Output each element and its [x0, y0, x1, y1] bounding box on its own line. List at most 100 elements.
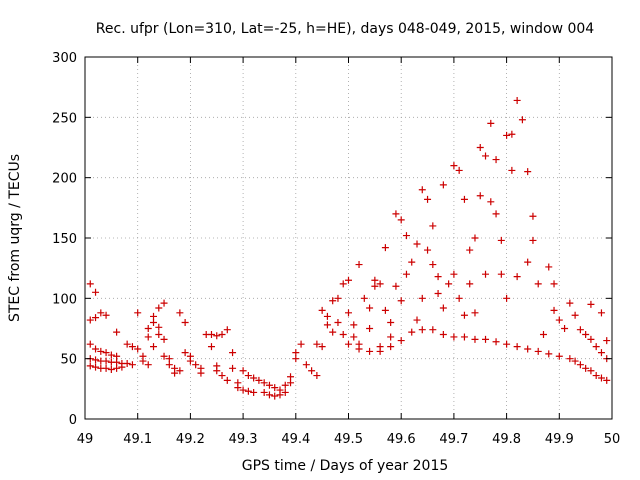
y-axis-label: STEC from uqrg / TECUs — [7, 154, 23, 322]
data-point-plus — [186, 357, 194, 365]
data-point-plus — [160, 299, 168, 307]
data-point-plus — [587, 367, 595, 375]
data-point-plus — [450, 333, 458, 341]
x-tick-label: 49.4 — [281, 432, 310, 447]
data-point-plus — [397, 337, 405, 345]
data-point-plus — [218, 331, 226, 339]
data-point-plus — [113, 352, 121, 360]
data-point-plus — [460, 195, 468, 203]
data-point-plus — [350, 321, 358, 329]
data-point-plus — [576, 361, 584, 369]
data-point-plus — [113, 364, 121, 372]
data-point-plus — [387, 333, 395, 341]
data-point-plus — [144, 361, 152, 369]
data-point-plus — [387, 343, 395, 351]
y-tick-label: 200 — [52, 172, 77, 187]
data-point-plus — [466, 246, 474, 254]
data-point-plus — [571, 311, 579, 319]
data-point-plus — [155, 331, 163, 339]
data-point-plus — [339, 331, 347, 339]
data-point-plus — [455, 166, 463, 174]
data-point-plus — [487, 119, 495, 127]
y-tick-label: 0 — [69, 413, 77, 428]
data-point-plus — [297, 340, 305, 348]
data-point-plus — [318, 306, 326, 314]
data-point-plus — [244, 387, 252, 395]
data-point-plus — [497, 270, 505, 278]
data-point-plus — [582, 364, 590, 372]
data-point-plus — [265, 381, 273, 389]
data-point-plus — [366, 304, 374, 312]
data-point-plus — [508, 130, 516, 138]
data-point-plus — [376, 280, 384, 288]
data-point-plus — [144, 333, 152, 341]
data-point-plus — [97, 309, 105, 317]
data-point-plus — [597, 309, 605, 317]
data-point-plus — [176, 309, 184, 317]
data-point-plus — [424, 246, 432, 254]
data-point-plus — [92, 356, 100, 364]
data-point-plus — [260, 388, 268, 396]
data-point-plus — [160, 335, 168, 343]
data-point-plus — [160, 352, 168, 360]
data-point-plus — [508, 166, 516, 174]
data-point-plus — [255, 376, 263, 384]
data-point-plus — [524, 345, 532, 353]
data-point-plus — [313, 372, 321, 380]
grid-lines — [85, 57, 612, 419]
data-point-plus — [234, 384, 242, 392]
data-point-plus — [123, 340, 131, 348]
data-point-plus — [281, 381, 289, 389]
data-point-plus — [302, 361, 310, 369]
data-point-plus — [128, 343, 136, 351]
data-point-plus — [287, 379, 295, 387]
data-point-plus — [102, 357, 110, 365]
data-point-plus — [534, 280, 542, 288]
data-point-plus — [424, 195, 432, 203]
data-point-plus — [118, 363, 126, 371]
data-point-plus — [450, 162, 458, 170]
data-point-plus — [207, 331, 215, 339]
data-point-plus — [355, 345, 363, 353]
data-point-plus — [429, 326, 437, 334]
data-point-plus — [292, 355, 300, 363]
data-point-plus — [450, 270, 458, 278]
data-point-plus — [150, 343, 158, 351]
data-point-plus — [434, 290, 442, 298]
data-point-plus — [513, 273, 521, 281]
data-point-plus — [524, 258, 532, 266]
x-tick-label: 49.3 — [229, 432, 258, 447]
data-point-plus — [603, 376, 611, 384]
data-point-plus — [308, 367, 316, 375]
data-point-plus — [587, 335, 595, 343]
data-point-plus — [460, 311, 468, 319]
data-point-plus — [518, 116, 526, 124]
data-point-plus — [250, 374, 258, 382]
data-point-plus — [250, 388, 258, 396]
data-point-plus — [165, 355, 173, 363]
y-tick-labels: 0 50 100 150 200 250 300 — [52, 51, 77, 428]
data-point-plus — [571, 357, 579, 365]
data-point-plus — [229, 349, 237, 357]
data-point-plus — [181, 318, 189, 326]
data-point-plus — [97, 347, 105, 355]
data-point-plus — [313, 340, 321, 348]
data-point-plus — [439, 181, 447, 189]
data-point-plus — [539, 331, 547, 339]
data-point-plus — [476, 144, 484, 151]
data-point-plus — [334, 318, 342, 326]
data-point-plus — [471, 335, 479, 343]
data-point-plus — [345, 309, 352, 317]
x-axis-label: GPS time / Days of year 2015 — [242, 458, 449, 474]
data-point-plus — [144, 325, 152, 332]
data-point-plus — [229, 364, 237, 372]
x-tick-labels: 49 49.1 49.2 49.3 49.4 49.5 49.6 49.7 49.8 49.9 50 — [77, 432, 621, 447]
data-point-plus — [155, 304, 163, 312]
data-point-plus — [92, 288, 100, 296]
y-tick-label: 250 — [52, 111, 77, 126]
data-point-plus — [102, 349, 110, 357]
data-point-plus — [466, 280, 474, 288]
data-point-plus — [492, 156, 500, 164]
data-point-plus — [513, 343, 521, 351]
data-point-plus — [123, 359, 131, 367]
